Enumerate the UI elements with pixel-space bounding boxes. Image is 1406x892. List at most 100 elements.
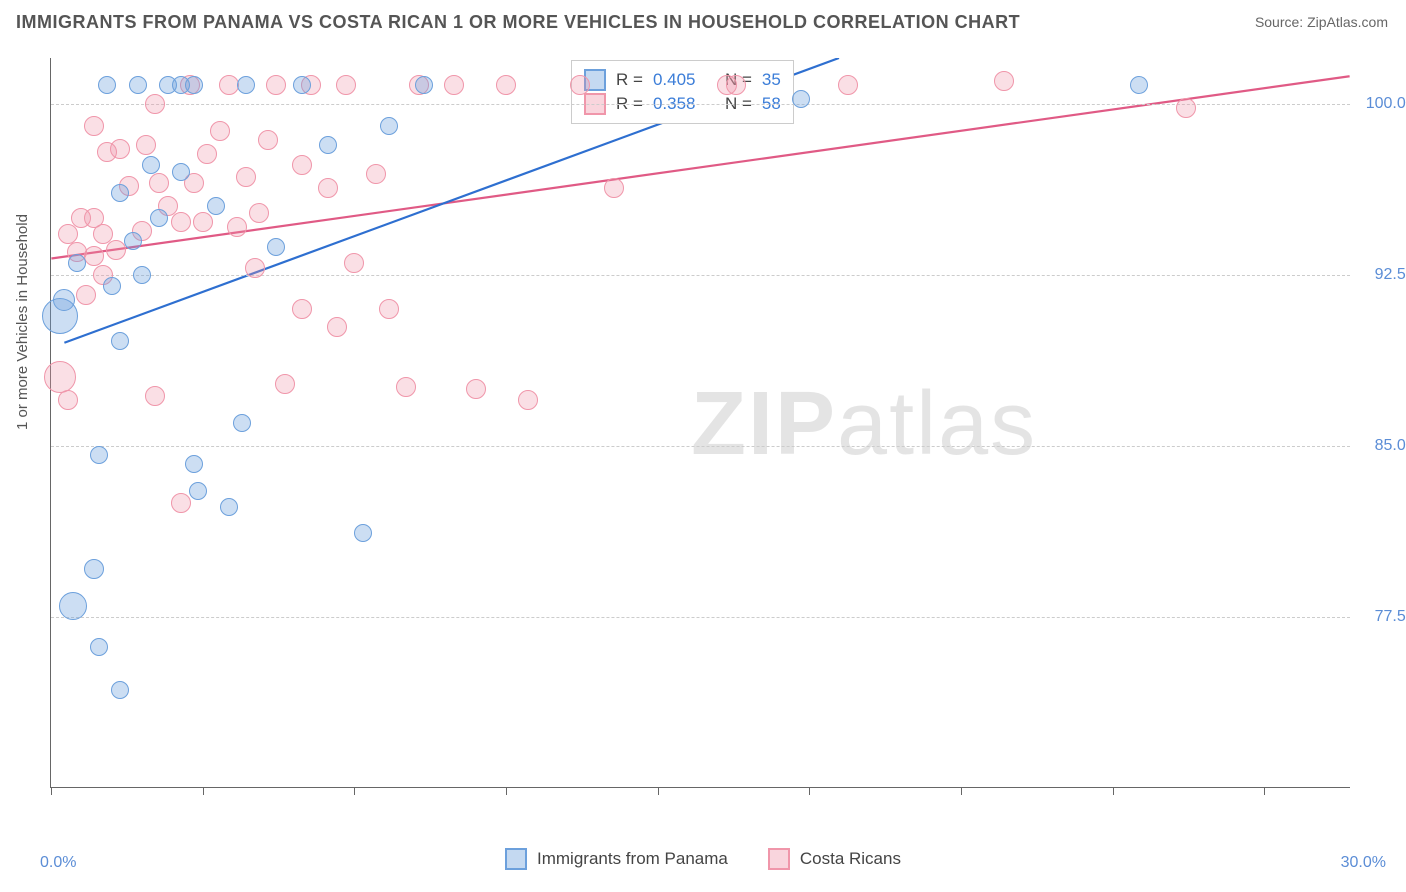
x-tick-mark (809, 787, 810, 795)
data-point (171, 493, 191, 513)
data-point (293, 76, 311, 94)
data-point (90, 446, 108, 464)
data-point (466, 379, 486, 399)
watermark-suffix: atlas (837, 374, 1037, 474)
stats-legend-box: R = 0.405 N = 35 R = 0.358 N = 58 (571, 60, 794, 124)
data-point (68, 254, 86, 272)
r-value-blue: 0.405 (653, 70, 696, 90)
data-point (129, 76, 147, 94)
x-tick-mark (51, 787, 52, 795)
data-point (133, 266, 151, 284)
data-point (59, 592, 87, 620)
data-point (110, 139, 130, 159)
data-point (379, 299, 399, 319)
data-point (249, 203, 269, 223)
data-point (380, 117, 398, 135)
data-point (275, 374, 295, 394)
data-point (103, 277, 121, 295)
data-point (415, 76, 433, 94)
data-point (207, 197, 225, 215)
data-point (227, 217, 247, 237)
swatch-pink-icon (768, 848, 790, 870)
data-point (518, 390, 538, 410)
data-point (726, 75, 746, 95)
data-point (90, 638, 108, 656)
data-point (124, 232, 142, 250)
data-point (145, 386, 165, 406)
data-point (604, 178, 624, 198)
data-point (210, 121, 230, 141)
data-point (111, 681, 129, 699)
swatch-blue-icon (505, 848, 527, 870)
gridline-h (51, 104, 1350, 105)
data-point (344, 253, 364, 273)
data-point (245, 258, 265, 278)
y-tick-label: 92.5% (1360, 266, 1406, 284)
data-point (292, 155, 312, 175)
data-point (171, 212, 191, 232)
data-point (233, 414, 251, 432)
y-axis-label: 1 or more Vehicles in Household (14, 214, 31, 430)
gridline-h (51, 275, 1350, 276)
bottom-legend: Immigrants from Panama Costa Ricans (0, 848, 1406, 870)
data-point (354, 524, 372, 542)
data-point (220, 498, 238, 516)
data-point (838, 75, 858, 95)
y-tick-label: 85.0% (1360, 437, 1406, 455)
r-label: R = (616, 70, 643, 90)
legend-label-blue: Immigrants from Panama (537, 849, 728, 869)
data-point (136, 135, 156, 155)
n-value-blue: 35 (762, 70, 781, 90)
data-point (111, 332, 129, 350)
x-tick-mark (658, 787, 659, 795)
x-tick-mark (354, 787, 355, 795)
data-point (570, 75, 590, 95)
data-point (193, 212, 213, 232)
data-point (994, 71, 1014, 91)
data-point (366, 164, 386, 184)
gridline-h (51, 446, 1350, 447)
stats-row-blue: R = 0.405 N = 35 (584, 69, 781, 91)
data-point (236, 167, 256, 187)
data-point (172, 163, 190, 181)
gridline-h (51, 617, 1350, 618)
data-point (53, 289, 75, 311)
data-point (145, 94, 165, 114)
data-point (149, 173, 169, 193)
legend-label-pink: Costa Ricans (800, 849, 901, 869)
data-point (396, 377, 416, 397)
chart-title: IMMIGRANTS FROM PANAMA VS COSTA RICAN 1 … (16, 12, 1020, 33)
data-point (327, 317, 347, 337)
x-tick-mark (203, 787, 204, 795)
data-point (496, 75, 516, 95)
data-point (106, 240, 126, 260)
data-point (267, 238, 285, 256)
source-label: Source: (1255, 14, 1303, 30)
source-attribution: Source: ZipAtlas.com (1255, 14, 1388, 30)
source-value: ZipAtlas.com (1307, 14, 1388, 30)
legend-item-pink: Costa Ricans (768, 848, 901, 870)
data-point (98, 76, 116, 94)
data-point (84, 246, 104, 266)
data-point (84, 559, 104, 579)
data-point (1176, 98, 1196, 118)
data-point (266, 75, 286, 95)
data-point (318, 178, 338, 198)
data-point (185, 455, 203, 473)
data-point (58, 390, 78, 410)
watermark-prefix: ZIP (691, 374, 837, 474)
watermark: ZIPatlas (691, 373, 1037, 476)
legend-item-blue: Immigrants from Panama (505, 848, 728, 870)
x-tick-mark (506, 787, 507, 795)
data-point (58, 224, 78, 244)
data-point (189, 482, 207, 500)
data-point (258, 130, 278, 150)
data-point (237, 76, 255, 94)
data-point (336, 75, 356, 95)
x-tick-right: 30.0% (1341, 854, 1386, 872)
data-point (44, 361, 76, 393)
y-tick-label: 100.0% (1360, 95, 1406, 113)
x-tick-left: 0.0% (40, 854, 76, 872)
scatter-plot-area: ZIPatlas R = 0.405 N = 35 R = 0.358 N = … (50, 58, 1350, 788)
data-point (1130, 76, 1148, 94)
